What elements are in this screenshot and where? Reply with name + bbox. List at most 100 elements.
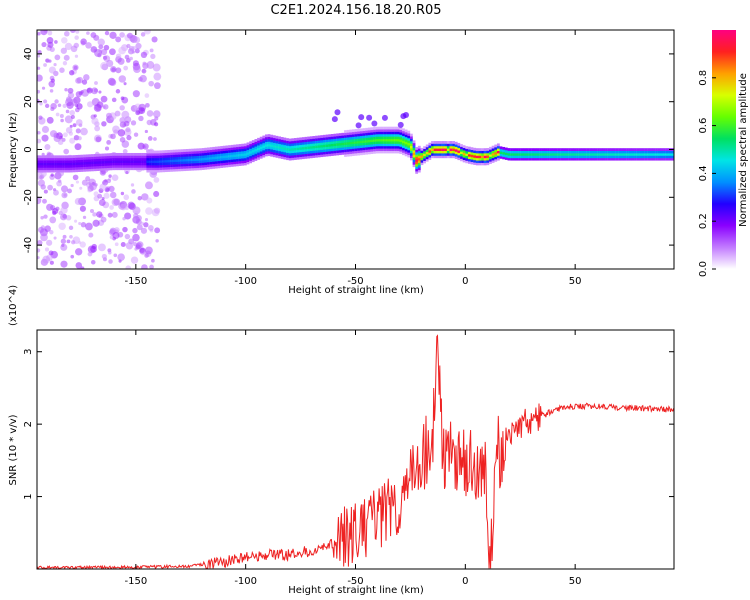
noise-cell (69, 124, 73, 128)
ridge-cell (149, 164, 152, 168)
ridge-cell (180, 163, 184, 167)
noise-cell (85, 42, 92, 49)
noise-cell (43, 189, 48, 194)
ridge-cell (262, 135, 266, 139)
noise-cell (93, 104, 102, 112)
ridge-cell (605, 152, 608, 156)
ridge-cell (270, 137, 274, 140)
colorbar-tick-label: 0.0 (698, 261, 709, 277)
ridge-cell (214, 151, 218, 155)
ridge-cell (346, 132, 350, 136)
ridge-cell (196, 160, 200, 164)
noise-cell (93, 88, 99, 93)
ridge-cell (373, 138, 376, 142)
ridge-cell (375, 133, 379, 137)
ridge-cell (270, 139, 274, 143)
ridge-cell (228, 147, 231, 151)
ridge-cell (80, 161, 84, 165)
ridge-cell (243, 145, 247, 149)
ridge-cell (336, 142, 339, 146)
ridge-cell (491, 148, 495, 151)
noise-cell (74, 197, 82, 206)
ridge-cell (425, 156, 429, 160)
ridge-cell (357, 135, 361, 139)
ridge-cell (178, 161, 181, 165)
ridge-cell (51, 160, 55, 163)
ridge-cell (581, 148, 585, 151)
ridge-cell (491, 157, 495, 161)
ridge-cell (243, 153, 247, 156)
ridge-cell (504, 157, 508, 160)
noise-cell (107, 250, 112, 255)
ridge-cell (62, 169, 65, 173)
ridge-cell (299, 154, 303, 157)
noise-cell (65, 215, 72, 221)
ridge-cell (668, 155, 672, 159)
ridge-cell (560, 148, 564, 151)
noise-cell (98, 90, 102, 94)
ridge-cell (40, 155, 44, 159)
noise-cell (54, 40, 58, 44)
ridge-cell (204, 147, 208, 151)
ridge-cell (344, 154, 347, 157)
ridge-cell (304, 141, 308, 145)
ridge-cell (80, 157, 84, 160)
noise-cell (126, 135, 132, 141)
ridge-cell (436, 155, 440, 159)
ridge-cell (402, 135, 405, 139)
ridge-cell (59, 169, 63, 173)
noise-cell (122, 216, 126, 221)
noise-cell (152, 63, 161, 72)
ridge-cell (352, 143, 355, 147)
noise-cell (54, 99, 59, 104)
ridge-cell (573, 152, 577, 156)
ridge-cell (454, 144, 458, 147)
ridge-cell (185, 148, 189, 152)
ridge-cell (502, 151, 506, 155)
ridge-cell (615, 150, 619, 154)
ridge-cell (214, 163, 218, 167)
ridge-cell (433, 150, 437, 154)
ridge-cell (407, 135, 411, 139)
ridge-cell (386, 150, 390, 154)
ridge-cell (665, 150, 669, 154)
ridge-cell (354, 148, 358, 151)
ridge-cell (428, 152, 432, 156)
noise-cell (146, 110, 154, 117)
noise-cell (144, 30, 151, 35)
ridge-cell (280, 144, 284, 147)
ridge-cell (420, 159, 424, 163)
ridge-cell (43, 167, 47, 171)
ridge-cell (499, 146, 503, 150)
noise-cell (59, 114, 64, 119)
ridge-cell (570, 148, 574, 151)
ridge-cell (325, 153, 329, 157)
ridge-cell (101, 158, 105, 162)
ridge-cell (141, 152, 144, 156)
ridge-cell (38, 167, 42, 171)
ridge-cell (380, 143, 384, 147)
ridge-cell (225, 159, 229, 163)
ridge-cell (209, 161, 213, 165)
ridge-cell (172, 164, 176, 167)
ridge-cell (346, 141, 350, 145)
noise-cell (37, 239, 43, 246)
ridge-cell (639, 157, 643, 161)
ridge-cell (230, 144, 234, 148)
ridge-cell (375, 136, 379, 140)
ridge-cell (265, 141, 268, 145)
ridge-cell (48, 155, 52, 159)
ridge-cell (373, 143, 376, 147)
ridge-cell (444, 141, 448, 144)
ridge-cell (249, 141, 253, 145)
ridge-cell (199, 165, 202, 168)
ridge-cell (460, 144, 463, 147)
ridge-cell (478, 157, 482, 161)
ridge-cell (602, 150, 606, 154)
ridge-cell (655, 157, 658, 161)
ridge-cell (465, 158, 469, 161)
ridge-cell (391, 145, 395, 149)
ridge-cell (417, 164, 421, 168)
ridge-cell (217, 160, 221, 164)
ridge-cell (388, 136, 392, 140)
